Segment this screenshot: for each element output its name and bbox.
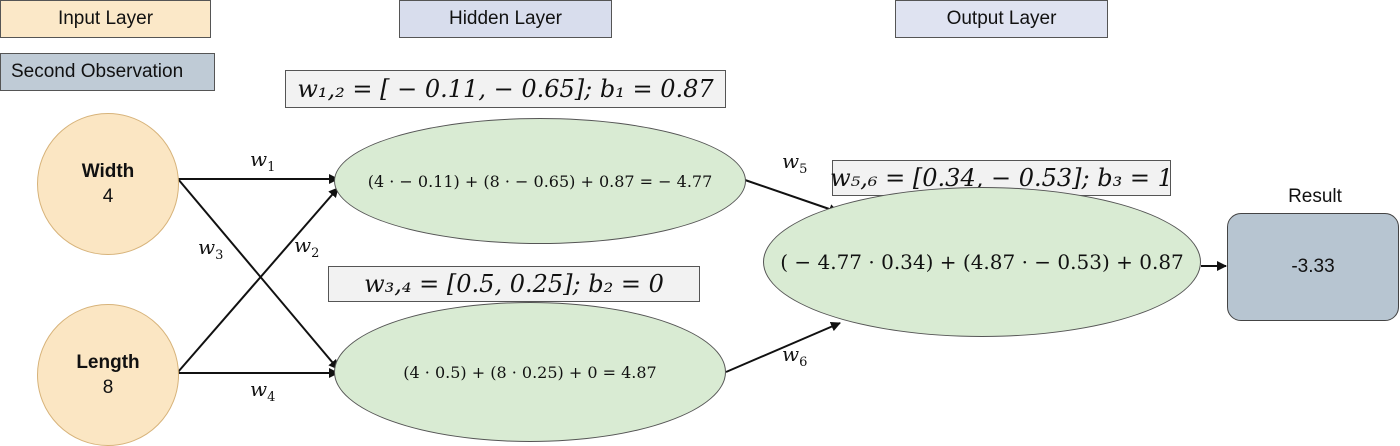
result-box: -3.33 [1227, 213, 1399, 321]
hidden-layer-label: Hidden Layer [399, 0, 612, 38]
output-node-calculation: ( − 4.77 · 0.34) + (4.87 · − 0.53) + 0.8… [780, 250, 1184, 274]
hidden-node-1-calculation: (4 · − 0.11) + (8 · − 0.65) + 0.87 = − 4… [367, 171, 713, 191]
input-node-length: Length 8 [37, 304, 179, 446]
output-node: ( − 4.77 · 0.34) + (4.87 · − 0.53) + 0.8… [763, 187, 1201, 337]
input-node-width: Width 4 [37, 113, 179, 255]
hidden-2-parameters-text: w₃,₄ = [0.5, 0.25]; b₂ = 0 [364, 270, 664, 298]
edge-w6 [725, 321, 841, 373]
input-node-name: Width [81, 160, 135, 182]
weight-label-w5: w5 [782, 149, 808, 177]
hidden-node-2-calculation: (4 · 0.5) + (8 · 0.25) + 0 = 4.87 [403, 362, 657, 382]
weight-label-w3: w3 [198, 235, 224, 263]
edge-w3 [177, 178, 339, 370]
hidden-1-parameters: w₁,₂ = [ − 0.11, − 0.65]; b₁ = 0.87 [285, 70, 726, 108]
output-layer-text: Output Layer [946, 8, 1057, 29]
hidden-node-1: (4 · − 0.11) + (8 · − 0.65) + 0.87 = − 4… [334, 118, 746, 244]
input-layer-text: Input Layer [57, 8, 154, 29]
input-node-value: 4 [102, 185, 114, 207]
input-node-value: 8 [102, 376, 114, 398]
weight-label-w2: w2 [294, 233, 320, 261]
weight-label-w4: w4 [250, 377, 276, 405]
hidden-node-2: (4 · 0.5) + (8 · 0.25) + 0 = 4.87 [334, 302, 726, 442]
result-label: Result [1288, 186, 1342, 207]
observation-label: Second Observation [0, 53, 215, 91]
observation-text: Second Observation [11, 61, 184, 82]
weight-label-w1: w1 [250, 147, 276, 175]
hidden-2-parameters: w₃,₄ = [0.5, 0.25]; b₂ = 0 [328, 266, 700, 302]
input-node-name: Length [76, 351, 140, 373]
input-layer-label: Input Layer [0, 0, 211, 38]
hidden-layer-text: Hidden Layer [448, 8, 563, 29]
edge-w5 [744, 179, 839, 214]
result-value: -3.33 [1291, 256, 1335, 277]
weight-label-w6: w6 [782, 342, 808, 370]
edge-w2 [177, 187, 339, 373]
hidden-1-parameters-text: w₁,₂ = [ − 0.11, − 0.65]; b₁ = 0.87 [297, 75, 714, 103]
output-layer-label: Output Layer [895, 0, 1108, 38]
